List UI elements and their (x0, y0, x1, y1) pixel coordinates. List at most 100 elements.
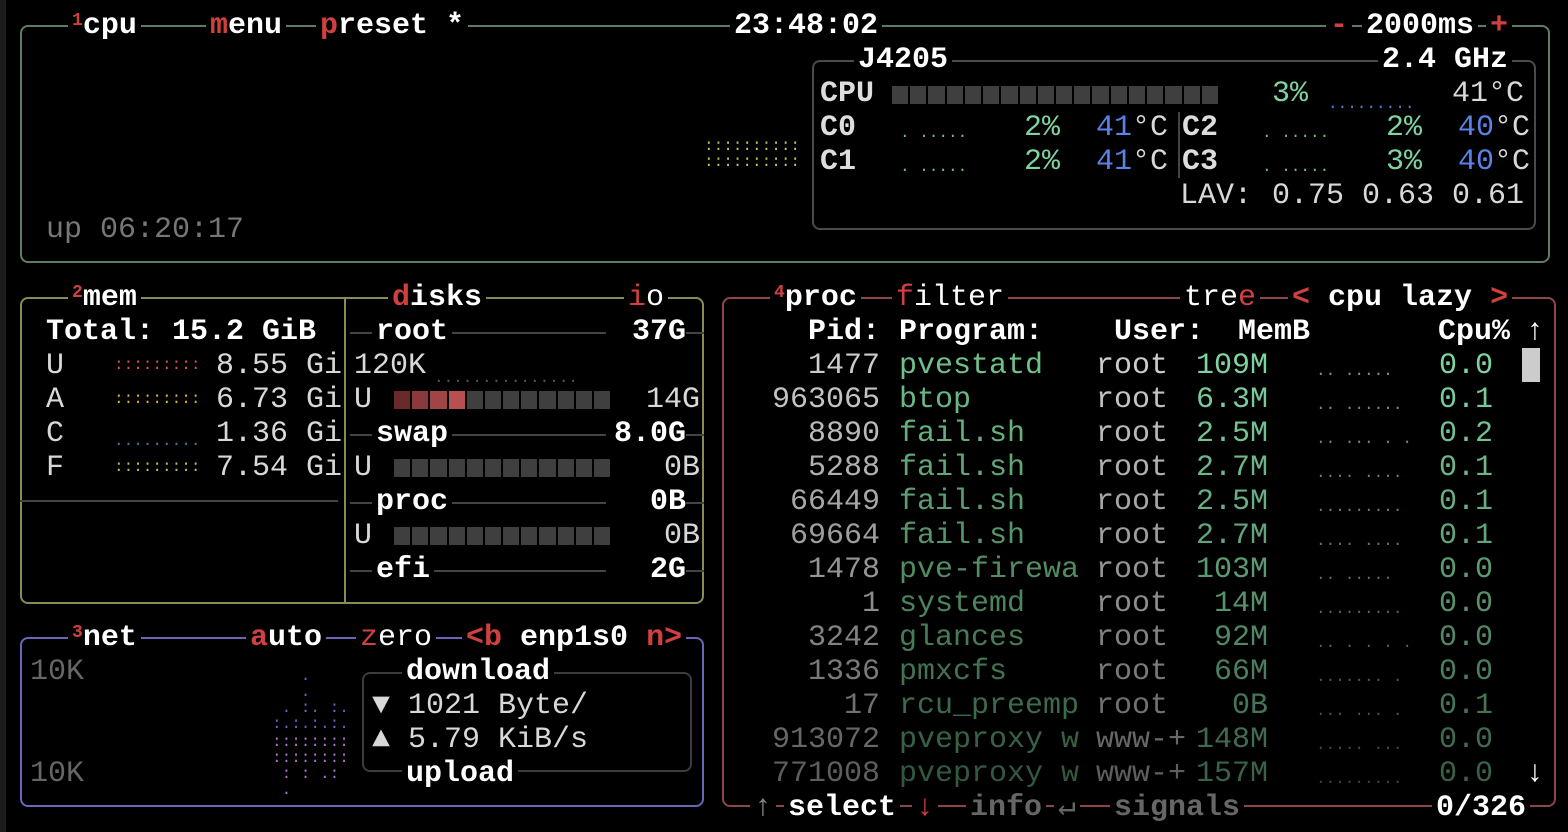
process-user: root (1096, 451, 1169, 485)
net-interface-selector[interactable]: <b enp1s0 n> (462, 621, 687, 655)
process-memory: 14M (1213, 587, 1268, 621)
io-toggle[interactable]: io (624, 281, 669, 315)
prev-interface-button[interactable]: <b (466, 621, 503, 655)
process-cpu: 0.1 (1439, 519, 1494, 553)
process-pid: 1478 (807, 553, 880, 587)
menu-button[interactable]: menu (206, 9, 287, 43)
disk-bar-segment (466, 459, 483, 477)
mem-separator (20, 500, 338, 502)
disk-size: 8.0G (606, 417, 686, 451)
column-user[interactable]: User: (1114, 315, 1205, 349)
disk-bar-segment (430, 527, 447, 545)
mem-row-key: F (46, 451, 65, 485)
select-up-icon[interactable]: ↑ (750, 791, 777, 825)
upload-rate: 5.79 KiB/s (408, 723, 589, 757)
disk-bar-segment (575, 527, 592, 545)
process-memory: 157M (1195, 757, 1268, 791)
disks-toggle[interactable]: disks (388, 281, 487, 315)
disk-separator (350, 502, 704, 504)
mem-row-key: C (46, 417, 65, 451)
mem-panel-title[interactable]: 2mem (68, 281, 141, 315)
disk-bar-segment (412, 391, 429, 409)
process-user: root (1096, 553, 1169, 587)
net-auto-toggle[interactable]: auto (246, 621, 327, 655)
disk-bar-segment (448, 391, 465, 409)
clock: 23:48:02 (730, 9, 883, 43)
cpu-panel-title[interactable]: 1cpu (68, 9, 141, 43)
sort-next-button[interactable]: > (1490, 281, 1509, 315)
disk-used-label: U (354, 451, 373, 485)
process-cpu: 0.0 (1439, 655, 1494, 689)
scrollbar-thumb[interactable] (1522, 348, 1540, 382)
disk-size: 2G (606, 553, 686, 587)
process-program: pmxcfs (899, 655, 1008, 689)
process-user: root (1096, 417, 1169, 451)
disk-size: 0B (606, 485, 686, 519)
next-interface-button[interactable]: n> (646, 621, 683, 655)
interval-increase-button[interactable]: + (1486, 9, 1513, 43)
net-panel-title[interactable]: 3net (68, 621, 141, 655)
process-cpu-sparkline: .. ...... (1316, 396, 1403, 414)
disk-bar-segment (575, 459, 592, 477)
update-interval: 2000ms (1362, 9, 1479, 43)
process-pid: 3242 (807, 621, 880, 655)
core-temp: 40°C (1458, 111, 1531, 145)
column-pid[interactable]: Pid: (807, 315, 880, 349)
process-memory: 2.7M (1195, 451, 1268, 485)
mem-row-key: A (46, 383, 65, 417)
process-cpu: 0.1 (1439, 689, 1494, 723)
disk-used: 14G (645, 383, 700, 417)
mem-row-value: 1.36 Gi (216, 417, 343, 451)
info-button[interactable]: info (966, 791, 1047, 825)
disk-io-rate: 120K (354, 349, 427, 383)
disk-bar-segment (539, 391, 556, 409)
column-program[interactable]: Program: (899, 315, 1044, 349)
load-average-label: LAV: (1180, 179, 1253, 213)
cpu-bar-segment (1019, 86, 1036, 104)
core-temp: 41°C (1096, 145, 1169, 179)
cpu-bar-segment (892, 86, 909, 104)
proc-panel-title[interactable]: 4proc (770, 281, 861, 315)
signals-button[interactable]: signals (1110, 791, 1245, 825)
mem-row-value: 8.55 Gi (216, 349, 343, 383)
disk-bar-segment (503, 391, 520, 409)
column-memory[interactable]: MemB (1238, 315, 1311, 349)
scroll-down-icon[interactable]: ↓ (1526, 757, 1545, 791)
sort-prev-button[interactable]: < (1292, 281, 1311, 315)
disk-bar-segment (593, 391, 611, 409)
cpu-bar-segment (1201, 86, 1218, 104)
cpu-graph: :::::::::: :::::::::: (704, 137, 801, 171)
process-cpu-sparkline: .. ... . . (1316, 430, 1413, 448)
core-percent: 2% (1385, 111, 1422, 145)
core-percent: 3% (1385, 145, 1422, 179)
cpu-bar-segment (946, 86, 963, 104)
net-zero-toggle[interactable]: zero (356, 621, 437, 655)
process-pid: 1336 (807, 655, 880, 689)
filter-button[interactable]: filter (892, 281, 1009, 315)
tree-toggle[interactable]: tree (1180, 281, 1261, 315)
disk-name: swap (372, 417, 453, 451)
preset-button[interactable]: preset * (316, 9, 469, 43)
cpu-bar-segment (1183, 86, 1200, 104)
select-down-icon[interactable]: ↓ (912, 791, 939, 825)
select-label[interactable]: select (784, 791, 901, 825)
interval-decrease-button[interactable]: - (1326, 9, 1353, 43)
cpu-bar-segment (1037, 86, 1054, 104)
disk-bar-segment (521, 459, 538, 477)
disk-bar-segment (466, 391, 483, 409)
mem-total: Total: 15.2 GiB (46, 315, 317, 349)
load-average-1: 0.75 (1272, 179, 1345, 213)
mem-row-graph: ::::::::: (114, 356, 201, 374)
process-user: root (1096, 519, 1169, 553)
scroll-up-icon[interactable]: ↑ (1526, 315, 1545, 349)
download-rate: 1021 Byte/ (408, 689, 589, 723)
process-program: fail.sh (899, 519, 1026, 553)
download-arrow-icon: ▼ (372, 689, 391, 723)
process-cpu: 0.0 (1439, 553, 1494, 587)
net-upload-graph: :::::::: :::::::: : : .: . (272, 733, 349, 799)
sort-selector[interactable]: < cpu lazy > (1288, 281, 1513, 315)
cpu-total-sparkline: ......... (1328, 95, 1415, 113)
process-cpu-sparkline: ... ... . (1316, 702, 1403, 720)
column-cpu[interactable]: Cpu% (1438, 315, 1511, 349)
process-cpu: 0.0 (1439, 587, 1494, 621)
